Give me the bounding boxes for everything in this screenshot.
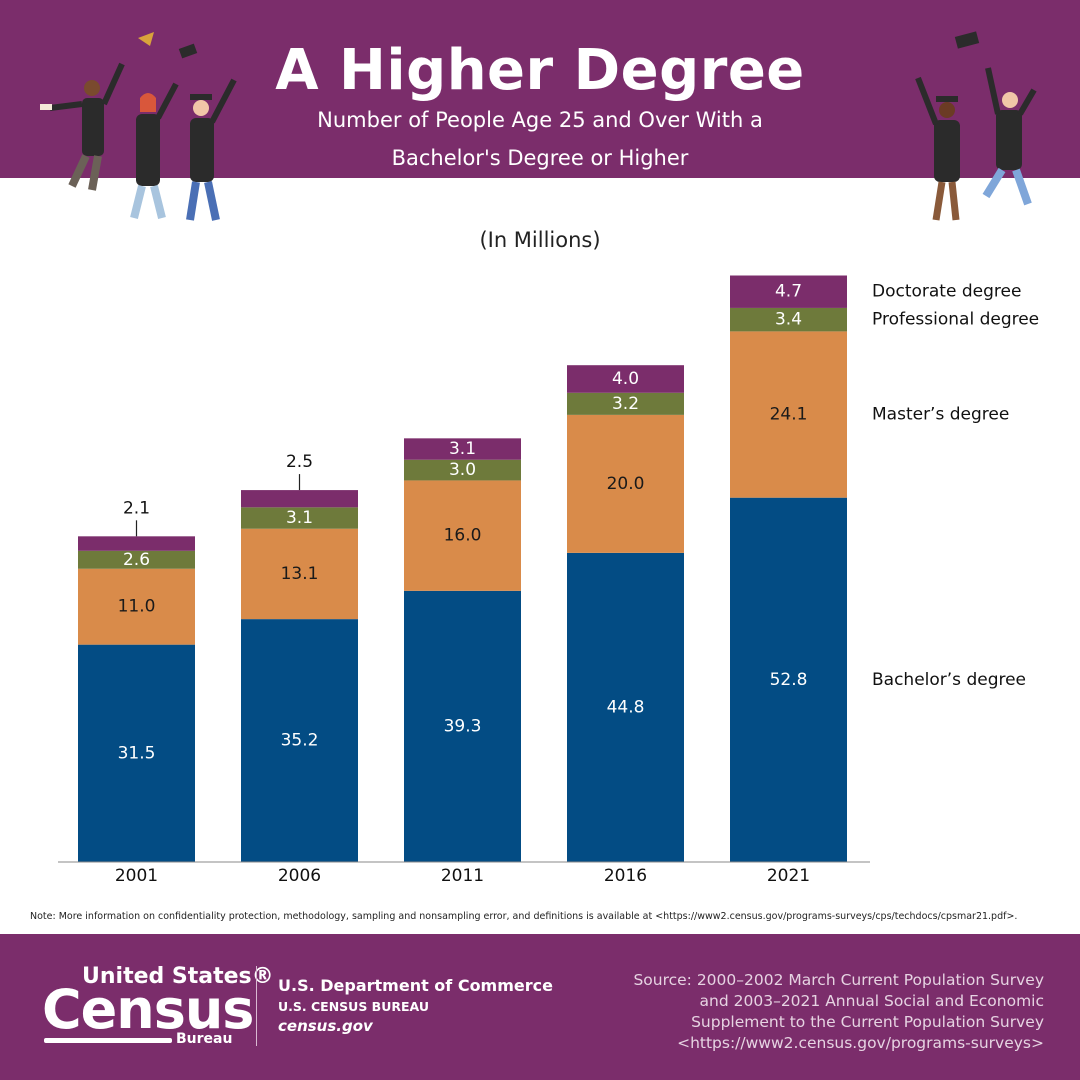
- bar-segment: [404, 459, 521, 481]
- page-title: A Higher Degree: [275, 38, 805, 103]
- data-label: 44.8: [607, 697, 645, 717]
- data-label: 4.7: [775, 282, 802, 302]
- data-label: 3.0: [449, 460, 476, 480]
- legend-label: Professional degree: [872, 310, 1039, 330]
- department-name: U.S. Department of Commerce: [278, 976, 553, 995]
- data-label: 20.0: [607, 474, 645, 494]
- data-label: 11.0: [118, 597, 156, 617]
- data-label: 31.5: [118, 743, 156, 763]
- legend-label: Doctorate degree: [872, 282, 1021, 302]
- logo-bureau-text: Bureau: [176, 1031, 233, 1047]
- x-tick-label: 2006: [278, 866, 321, 886]
- header-banner: [0, 0, 1080, 178]
- unit-label: (In Millions): [479, 228, 601, 252]
- graduate-figure: [130, 82, 179, 219]
- page-subtitle-line1: Number of People Age 25 and Over With a: [317, 108, 763, 132]
- logo-underline: [44, 1038, 172, 1043]
- x-tick-label: 2021: [767, 866, 810, 886]
- data-label: 3.4: [775, 310, 802, 330]
- tassel-icon: [138, 32, 154, 46]
- mortarboard-icon: [954, 31, 980, 49]
- data-label: 3.1: [286, 508, 313, 528]
- footer: United States® Census Bureau U.S. Depart…: [0, 934, 1080, 1080]
- bar-segment: [78, 644, 195, 862]
- bar-segment: [567, 414, 684, 553]
- data-label: 2.6: [123, 550, 150, 570]
- source-citation: Source: 2000–2002 March Current Populati…: [574, 970, 1044, 1054]
- bar-segment: [730, 331, 847, 498]
- source-line: Source: 2000–2002 March Current Populati…: [633, 971, 1044, 989]
- data-label: 2.1: [123, 498, 150, 518]
- graduate-figure: [186, 78, 237, 221]
- bar-segment: [241, 507, 358, 529]
- data-label: 35.2: [281, 731, 319, 751]
- bar-segment: [78, 550, 195, 569]
- website-link[interactable]: census.gov: [278, 1017, 373, 1035]
- bar-segment: [241, 619, 358, 862]
- bar-segment: [78, 536, 195, 551]
- data-label: 2.5: [286, 452, 313, 472]
- legend-label: Bachelor’s degree: [872, 670, 1026, 690]
- x-tick-label: 2001: [115, 866, 158, 886]
- page-subtitle-line2: Bachelor's Degree or Higher: [391, 146, 689, 170]
- census-logo-wordmark: Census: [42, 978, 254, 1041]
- bar-segment: [730, 497, 847, 862]
- source-line[interactable]: <https://www2.census.gov/programs-survey…: [677, 1034, 1044, 1052]
- graduate-figure: [40, 62, 125, 191]
- graduates-illustration-left: [40, 32, 237, 221]
- bar-segment: [404, 480, 521, 591]
- graduates-illustration-right: [915, 31, 1037, 221]
- data-label: 3.1: [449, 439, 476, 459]
- stacked-bar-chart: 31.5 11.0 2.6 2.1 2001 35.2 13.1 3.1 2.5 2006 39.3…: [58, 275, 1039, 886]
- data-label: 4.0: [612, 369, 639, 389]
- legend-label: Master’s degree: [872, 405, 1009, 425]
- data-label: 13.1: [281, 564, 319, 584]
- bar-segment: [730, 275, 847, 308]
- graduate-figure: [915, 76, 960, 221]
- x-tick-label: 2016: [604, 866, 647, 886]
- source-line: and 2003–2021 Annual Social and Economic: [699, 992, 1044, 1010]
- bar-segment: [567, 392, 684, 415]
- graduate-figure: [982, 67, 1037, 206]
- bar-segment: [241, 490, 358, 508]
- logo-top-text: United States®: [82, 964, 274, 989]
- source-line: Supplement to the Current Population Sur…: [691, 1013, 1044, 1031]
- bar-segment: [404, 590, 521, 862]
- data-label: 24.1: [770, 405, 808, 425]
- data-label: 3.2: [612, 394, 639, 414]
- data-label: 52.8: [770, 670, 808, 690]
- bar-segment: [567, 552, 684, 862]
- bureau-name: U.S. CENSUS BUREAU: [278, 999, 429, 1014]
- mortarboard-icon: [178, 43, 198, 59]
- bar-segment: [241, 528, 358, 620]
- bar-segment: [730, 307, 847, 332]
- methodology-note: Note: More information on confidentialit…: [30, 911, 1018, 922]
- data-label: 39.3: [444, 716, 482, 736]
- data-label: 16.0: [444, 526, 482, 546]
- bar-segment: [78, 568, 195, 645]
- bar-segment: [567, 365, 684, 393]
- bar-segment: [404, 438, 521, 460]
- footer-divider: [256, 966, 257, 1046]
- x-tick-label: 2011: [441, 866, 484, 886]
